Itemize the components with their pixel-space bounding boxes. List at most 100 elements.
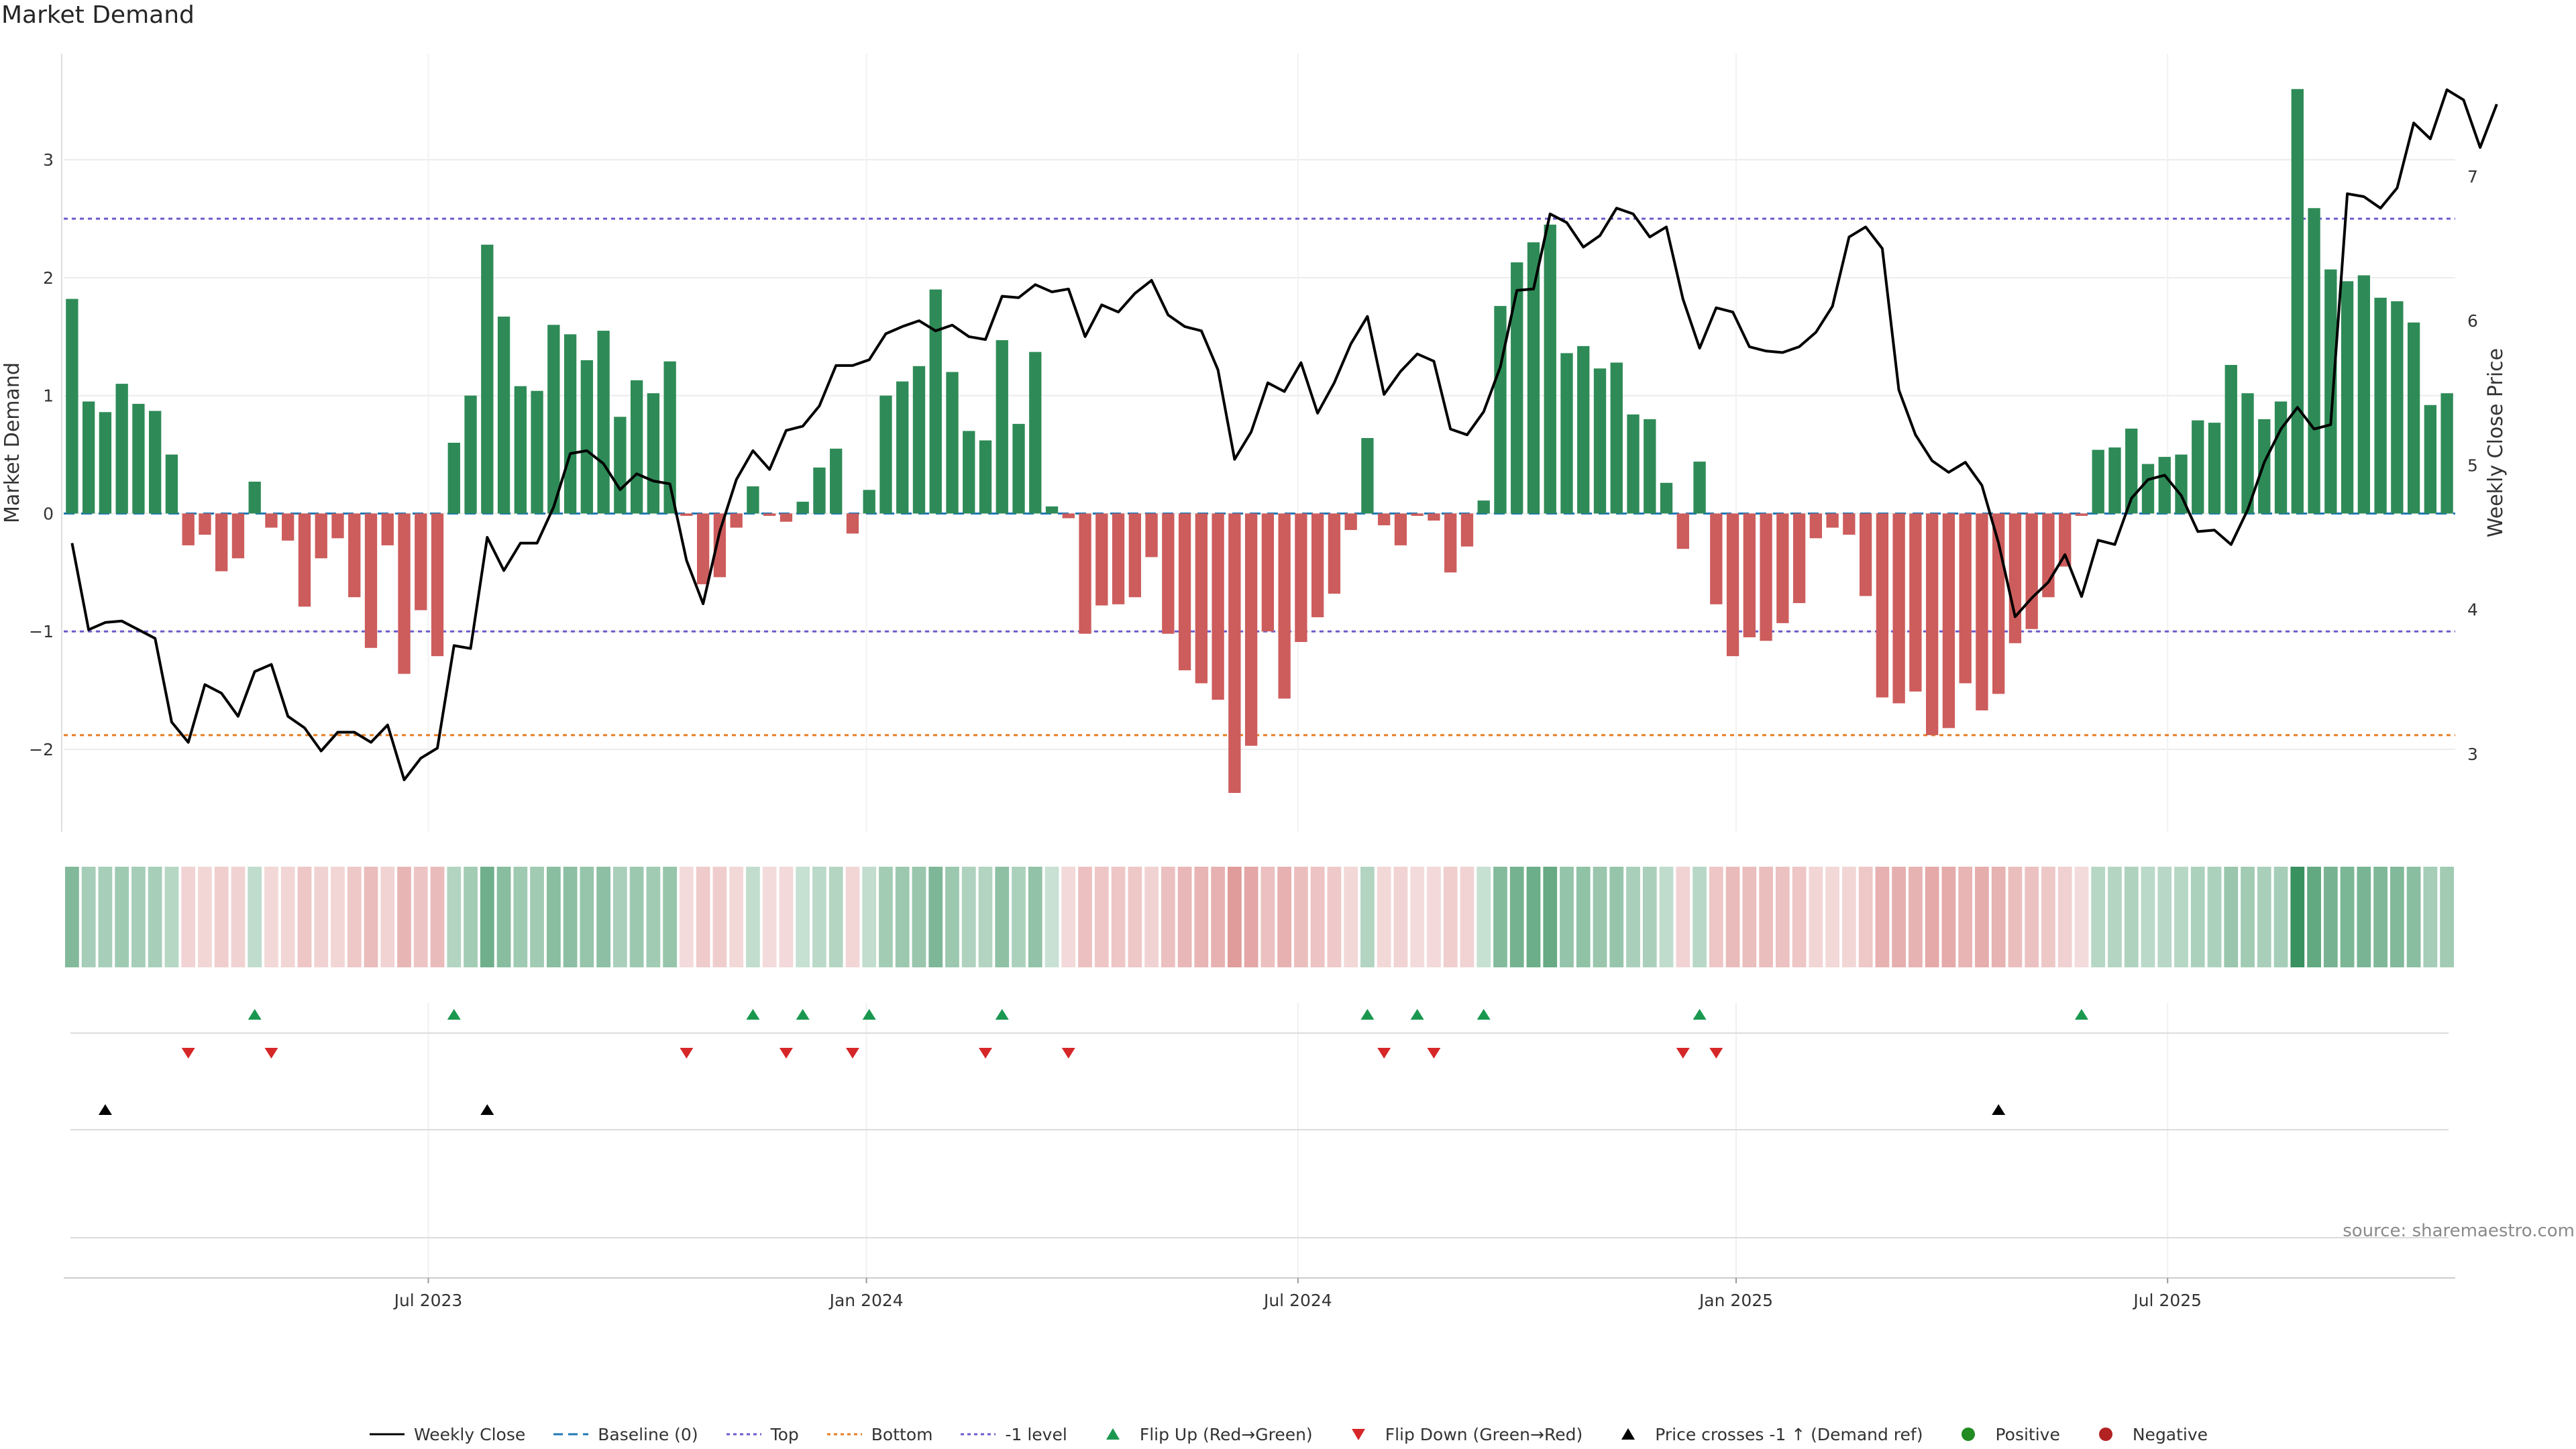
demand-bar — [2424, 405, 2437, 514]
demand-bar — [447, 443, 460, 514]
weekly-close-series — [70, 88, 2498, 782]
demand-bar — [963, 431, 975, 514]
y-tick-label: −2 — [29, 740, 54, 759]
y-axis-label: Market Demand — [1, 362, 24, 523]
heat-cell — [2174, 867, 2188, 967]
heat-cell — [680, 867, 694, 967]
heat-cell — [1128, 867, 1142, 967]
heat-cell — [464, 867, 478, 967]
demand-bar — [165, 454, 178, 514]
demand-bar — [66, 299, 78, 514]
flip-down-marker — [264, 1048, 278, 1059]
demand-bar — [996, 340, 1008, 514]
heat-cell — [1975, 867, 1989, 967]
demand-bar — [1394, 513, 1407, 545]
price-cross-marker — [1992, 1104, 2006, 1115]
legend-item-flipdown: Flip Down (Green→Red) — [1340, 1424, 1583, 1444]
heat-cell — [696, 867, 710, 967]
demand-bar — [1195, 513, 1208, 684]
demand-bar — [2075, 513, 2088, 516]
demand-bar — [2374, 297, 2387, 514]
demand-bar — [1610, 362, 1623, 514]
demand-bar — [630, 380, 643, 514]
flip-up-marker — [796, 1009, 810, 1020]
heat-cell — [1825, 867, 1839, 967]
demand-bar — [1809, 513, 1823, 539]
demand-bar — [248, 482, 261, 514]
demand-bar — [1925, 513, 1939, 735]
heat-cell — [1194, 867, 1209, 967]
flip-up-marker — [447, 1009, 461, 1020]
legend-item-cross: Price crosses -1 ↑ (Demand ref) — [1609, 1425, 1923, 1444]
heat-cell — [978, 867, 993, 967]
heat-cell — [1676, 867, 1690, 967]
heat-cell — [1344, 867, 1358, 967]
demand-bar — [580, 360, 594, 514]
demand-bar — [1511, 262, 1523, 514]
y2-axis-label: Weekly Close Price — [2484, 348, 2508, 537]
demand-bar — [1593, 368, 1607, 514]
demand-bar — [796, 501, 809, 514]
heat-cell — [1892, 867, 1907, 967]
demand-bar — [1676, 513, 1689, 549]
event-markers — [70, 1003, 2449, 1278]
legend-label: -1 level — [1005, 1424, 1067, 1444]
heat-cell — [115, 867, 129, 967]
demand-bar — [1095, 513, 1108, 606]
heat-cell — [845, 867, 860, 967]
demand-bar — [713, 513, 727, 578]
left-y-axis: −2 −1 0 1 2 3 Market Demand — [1, 54, 62, 832]
heat-cell — [1061, 867, 1076, 967]
heat-cell — [2008, 867, 2023, 967]
heat-cell — [961, 867, 976, 967]
flip-up-marker — [2074, 1009, 2088, 1020]
demand-bar — [1494, 306, 1507, 514]
heat-cell — [712, 867, 727, 967]
heat-cell — [1958, 867, 1973, 967]
demand-bar — [780, 513, 793, 522]
flip-down-marker — [181, 1048, 195, 1059]
heat-cell — [413, 867, 428, 967]
heat-cell — [2340, 867, 2355, 967]
demand-bar — [1760, 513, 1772, 641]
flip-down-marker — [1061, 1048, 1075, 1059]
demand-bar — [2274, 401, 2288, 514]
heat-cell — [1991, 867, 2006, 967]
heat-cell — [729, 867, 744, 967]
heat-cell — [1543, 867, 1558, 967]
demand-bar — [132, 404, 145, 514]
x-tick-label: Jul 2024 — [1263, 1291, 1332, 1310]
demand-bar — [2440, 393, 2453, 514]
heat-cell — [1509, 867, 1524, 967]
heat-cell — [2025, 867, 2039, 967]
pos-legend-symbol — [1962, 1428, 1976, 1441]
chart-title: Market Demand — [1, 1, 195, 29]
top-legend-symbol — [726, 1433, 761, 1436]
demand-bar — [1162, 513, 1175, 634]
demand-bar — [1079, 513, 1091, 634]
heat-cell — [1028, 867, 1042, 967]
demand-bar — [1344, 513, 1357, 531]
demand-bar — [2391, 301, 2404, 514]
right-y-axis: 3 4 5 6 7 Weekly Close Price — [2467, 167, 2508, 764]
heat-cell — [1792, 867, 1807, 967]
legend-label: Flip Down (Green→Red) — [1385, 1424, 1583, 1444]
flip-up-marker — [1360, 1009, 1375, 1020]
heat-cell — [1909, 867, 1923, 967]
heat-cell — [65, 867, 79, 967]
demand-bar — [1428, 513, 1440, 521]
demand-bars — [66, 89, 2453, 793]
weekly-close-line — [70, 88, 2498, 782]
demand-bar — [1909, 513, 1922, 692]
demand-bar — [2407, 322, 2420, 514]
legend-label: Price crosses -1 ↑ (Demand ref) — [1655, 1424, 1923, 1444]
demand-bar — [1577, 345, 1590, 514]
heat-cell — [1294, 867, 1308, 967]
price-cross-marker — [480, 1104, 494, 1115]
heat-cell — [762, 867, 777, 967]
heat-cell — [364, 867, 378, 967]
demand-bar — [182, 513, 195, 545]
y2-tick-label: 7 — [2467, 167, 2478, 186]
demand-bar — [1892, 513, 1905, 704]
